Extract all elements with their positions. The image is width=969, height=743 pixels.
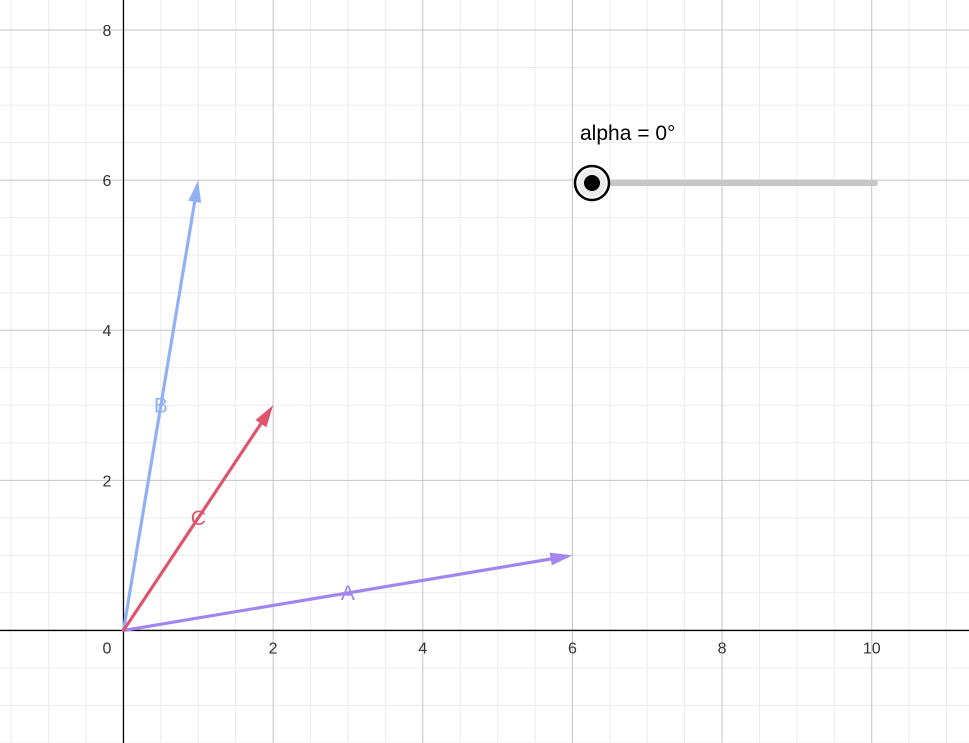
slider-label: alpha = 0°	[580, 122, 675, 145]
y-tick-label: 2	[103, 473, 112, 490]
vector-b-shaft[interactable]	[121, 200, 197, 633]
vector-c-shaft[interactable]	[121, 421, 263, 633]
y-tick-labels: 2 4 6 8	[103, 23, 112, 490]
vector-a[interactable]: A	[121, 552, 573, 633]
vector-label: A	[341, 582, 355, 605]
x-tick-label: 4	[418, 640, 427, 657]
x-tick-label: 2	[269, 640, 278, 657]
vector-label: C	[191, 507, 206, 530]
x-tick-label: 8	[718, 640, 727, 657]
x-tick-label: 10	[863, 640, 881, 657]
vector-a-shaft[interactable]	[121, 557, 553, 633]
vector-label: B	[154, 394, 168, 417]
x-tick-label: 6	[568, 640, 577, 657]
y-tick-label: 4	[103, 323, 112, 340]
vector-c[interactable]: C	[121, 405, 274, 633]
origin-label: 0	[103, 640, 112, 657]
y-tick-label: 8	[103, 23, 112, 40]
vector-c-arrowhead[interactable]	[255, 405, 274, 428]
vectors: A B C	[121, 180, 573, 633]
vector-b[interactable]: B	[121, 180, 202, 633]
vector-b-arrowhead[interactable]	[188, 180, 202, 203]
y-tick-label: 6	[103, 173, 112, 190]
vector-a-arrowhead[interactable]	[549, 552, 573, 566]
x-tick-labels: 2 4 6 8 10	[269, 640, 881, 657]
slider-knob-center	[584, 175, 600, 191]
alpha-slider[interactable]: alpha = 0°	[573, 122, 878, 202]
